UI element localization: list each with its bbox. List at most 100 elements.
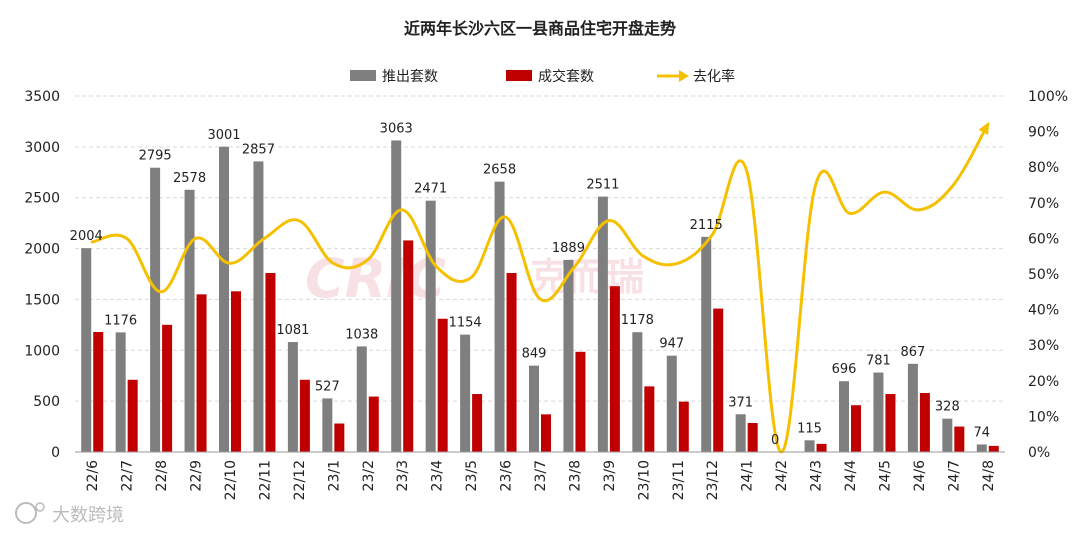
y-right-tick-4: 40% bbox=[1028, 303, 1059, 319]
bar-sold-16 bbox=[644, 386, 655, 452]
bar-sold-4 bbox=[231, 291, 241, 452]
y-right-tick-9: 90% bbox=[1028, 125, 1059, 141]
x-axis: 22/6 22/7 22/8 22/9 22/10 22/11 22/12 23/1 23/2 2… bbox=[75, 451, 1005, 500]
x-tick-11: 23/5 bbox=[464, 460, 480, 491]
y-axis-right: 0% 10% 20% 30% 40% 50% 60% 70% 80% 90% 100% bbox=[1028, 89, 1068, 461]
bar-sold-2 bbox=[162, 324, 173, 452]
data-label-4: 3001 bbox=[207, 128, 240, 143]
bar-launched-15 bbox=[597, 196, 608, 452]
data-label-20: 0 bbox=[771, 433, 779, 448]
x-tick-7: 23/1 bbox=[326, 460, 342, 491]
y-left-tick-7: 3500 bbox=[24, 89, 60, 105]
data-label-15: 2511 bbox=[586, 178, 619, 193]
bar-sold-6 bbox=[299, 379, 310, 452]
bar-sold-10 bbox=[437, 318, 448, 452]
bar-sold-7 bbox=[334, 423, 345, 452]
bar-launched-16 bbox=[632, 332, 643, 452]
bar-launched-12 bbox=[494, 181, 505, 452]
x-tick-23: 24/5 bbox=[877, 460, 893, 491]
data-label-6: 1081 bbox=[276, 323, 309, 338]
x-tick-20: 24/2 bbox=[774, 460, 790, 491]
bar-launched-2 bbox=[150, 167, 161, 453]
bar-sold-9 bbox=[403, 240, 414, 452]
bar-sold-1 bbox=[127, 379, 138, 452]
bar-launched-5 bbox=[253, 161, 264, 452]
bar-launched-26 bbox=[976, 444, 987, 452]
bar-sold-8 bbox=[368, 396, 379, 452]
x-tick-5: 22/11 bbox=[257, 460, 273, 500]
watermark-cn: 克而瑞 bbox=[530, 255, 644, 299]
bar-launched-17 bbox=[666, 355, 677, 452]
x-tick-12: 23/6 bbox=[499, 460, 515, 492]
y-left-tick-6: 3000 bbox=[24, 140, 60, 156]
bar-sold-17 bbox=[678, 401, 689, 452]
bar-sold-11 bbox=[472, 394, 483, 452]
bar-launched-19 bbox=[735, 414, 746, 452]
y-right-tick-6: 60% bbox=[1028, 231, 1059, 247]
bar-sold-14 bbox=[575, 351, 586, 452]
legend-label-2: 去化率 bbox=[693, 68, 735, 85]
y-right-tick-1: 10% bbox=[1028, 409, 1059, 425]
x-tick-19: 24/1 bbox=[740, 460, 756, 491]
data-label-26: 74 bbox=[974, 425, 991, 440]
data-label-13: 849 bbox=[522, 347, 547, 362]
x-tick-13: 23/7 bbox=[533, 460, 549, 491]
legend-swatch-0 bbox=[350, 70, 376, 81]
data-label-10: 2471 bbox=[414, 182, 447, 197]
bar-launched-10 bbox=[425, 200, 436, 452]
data-label-3: 2578 bbox=[173, 171, 206, 186]
y-right-tick-2: 20% bbox=[1028, 374, 1059, 390]
bar-launched-25 bbox=[942, 418, 953, 452]
bar-launched-6 bbox=[287, 342, 298, 452]
bar-launched-3 bbox=[184, 189, 195, 452]
bar-sold-18 bbox=[713, 308, 724, 452]
x-tick-2: 22/8 bbox=[154, 460, 170, 491]
bar-launched-4 bbox=[219, 146, 229, 452]
x-tick-25: 24/7 bbox=[946, 460, 962, 491]
bar-launched-8 bbox=[356, 346, 367, 452]
bar-sold-22 bbox=[851, 405, 861, 452]
bar-sold-5 bbox=[265, 272, 276, 452]
bar-launched-11 bbox=[460, 334, 471, 452]
bars bbox=[81, 140, 999, 453]
data-label-25: 328 bbox=[935, 400, 960, 415]
bar-sold-26 bbox=[988, 445, 999, 452]
y-right-tick-0: 0% bbox=[1028, 445, 1050, 461]
bar-launched-24 bbox=[907, 363, 918, 452]
y-right-tick-3: 30% bbox=[1028, 338, 1059, 354]
bar-launched-23 bbox=[873, 372, 884, 452]
bar-launched-7 bbox=[322, 398, 333, 452]
x-tick-16: 23/10 bbox=[636, 460, 652, 500]
y-right-tick-7: 70% bbox=[1028, 196, 1059, 212]
bar-launched-1 bbox=[115, 332, 126, 452]
y-axis-left: 0 500 1000 1500 2000 2500 3000 3500 bbox=[24, 89, 60, 461]
bar-sold-23 bbox=[885, 394, 896, 452]
y-right-tick-8: 80% bbox=[1028, 160, 1059, 176]
x-tick-24: 24/6 bbox=[912, 460, 928, 492]
x-tick-4: 22/10 bbox=[223, 460, 239, 500]
bar-sold-21 bbox=[816, 443, 827, 452]
bar-launched-18 bbox=[701, 236, 712, 452]
data-label-1: 1176 bbox=[104, 313, 137, 328]
footer-logo: 大数跨境 bbox=[15, 502, 124, 526]
bar-sold-0 bbox=[93, 331, 104, 452]
bar-sold-24 bbox=[919, 393, 930, 452]
bar-sold-13 bbox=[541, 414, 551, 452]
data-label-11: 1154 bbox=[449, 316, 482, 331]
legend-label-0: 推出套数 bbox=[382, 69, 438, 85]
y-left-tick-1: 500 bbox=[33, 394, 60, 410]
y-left-tick-2: 1000 bbox=[24, 343, 60, 359]
data-label-0: 2004 bbox=[70, 229, 103, 244]
gridlines bbox=[75, 95, 1005, 402]
line-path bbox=[90, 122, 990, 454]
legend: 推出套数 成交套数 去化率 bbox=[350, 68, 735, 85]
sell-through-line bbox=[90, 121, 990, 454]
data-label-7: 527 bbox=[315, 379, 340, 394]
legend-label-1: 成交套数 bbox=[538, 68, 594, 85]
bar-sold-12 bbox=[506, 272, 517, 452]
x-tick-0: 22/6 bbox=[85, 460, 101, 492]
data-label-9: 3063 bbox=[380, 121, 413, 136]
line-arrowhead bbox=[978, 121, 990, 135]
x-tick-1: 22/7 bbox=[120, 460, 136, 491]
